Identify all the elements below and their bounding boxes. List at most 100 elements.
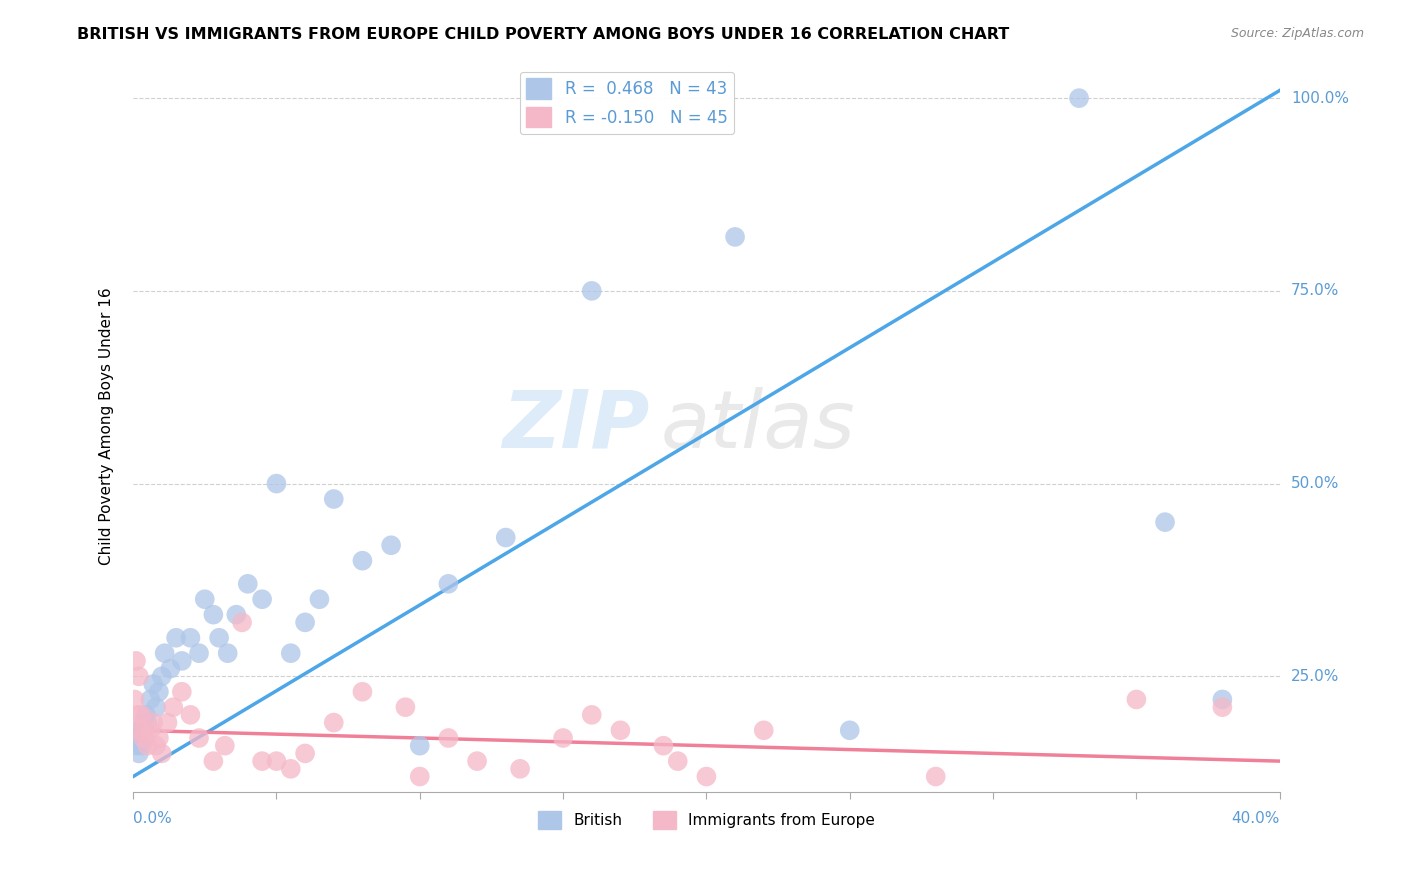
- Point: [581, 284, 603, 298]
- Point: [131, 707, 153, 722]
- Point: [214, 739, 236, 753]
- Point: [838, 723, 860, 738]
- Point: [1067, 91, 1090, 105]
- Point: [838, 815, 860, 830]
- Point: [322, 715, 344, 730]
- Point: [217, 646, 239, 660]
- Point: [162, 700, 184, 714]
- Point: [179, 631, 201, 645]
- Point: [136, 715, 159, 730]
- Point: [551, 731, 574, 745]
- Point: [202, 754, 225, 768]
- Point: [136, 739, 159, 753]
- Point: [509, 762, 531, 776]
- Point: [250, 592, 273, 607]
- Point: [465, 754, 488, 768]
- Point: [135, 707, 157, 722]
- Point: [581, 707, 603, 722]
- Point: [188, 646, 211, 660]
- Point: [352, 684, 374, 698]
- Point: [1154, 515, 1177, 529]
- Text: ZIP: ZIP: [502, 387, 650, 465]
- Point: [125, 739, 148, 753]
- Point: [437, 577, 460, 591]
- Point: [188, 731, 211, 745]
- Point: [225, 607, 247, 622]
- Point: [495, 531, 517, 545]
- Point: [129, 723, 152, 738]
- Point: [208, 631, 231, 645]
- Y-axis label: Child Poverty Among Boys Under 16: Child Poverty Among Boys Under 16: [100, 287, 114, 565]
- Text: 0.0%: 0.0%: [134, 811, 172, 826]
- Point: [131, 739, 153, 753]
- Point: [139, 692, 162, 706]
- Point: [153, 646, 176, 660]
- Point: [380, 538, 402, 552]
- Point: [159, 662, 181, 676]
- Point: [294, 747, 316, 761]
- Legend: British, Immigrants from Europe: British, Immigrants from Europe: [531, 805, 882, 836]
- Point: [724, 230, 747, 244]
- Point: [308, 592, 330, 607]
- Point: [1125, 692, 1147, 706]
- Point: [294, 615, 316, 630]
- Point: [179, 707, 201, 722]
- Point: [165, 631, 187, 645]
- Point: [132, 715, 155, 730]
- Point: [127, 731, 149, 745]
- Point: [925, 770, 948, 784]
- Point: [142, 715, 165, 730]
- Point: [202, 607, 225, 622]
- Point: [652, 739, 675, 753]
- Point: [150, 669, 173, 683]
- Text: 100.0%: 100.0%: [1291, 91, 1348, 105]
- Point: [129, 723, 152, 738]
- Point: [250, 754, 273, 768]
- Point: [322, 491, 344, 506]
- Text: 25.0%: 25.0%: [1291, 669, 1339, 684]
- Point: [981, 823, 1004, 838]
- Point: [266, 476, 288, 491]
- Point: [409, 770, 432, 784]
- Point: [134, 723, 156, 738]
- Point: [125, 654, 148, 668]
- Point: [127, 707, 149, 722]
- Point: [266, 754, 288, 768]
- Point: [142, 677, 165, 691]
- Text: BRITISH VS IMMIGRANTS FROM EUROPE CHILD POVERTY AMONG BOYS UNDER 16 CORRELATION : BRITISH VS IMMIGRANTS FROM EUROPE CHILD …: [77, 27, 1010, 42]
- Point: [150, 747, 173, 761]
- Point: [170, 654, 193, 668]
- Point: [666, 754, 689, 768]
- Point: [139, 723, 162, 738]
- Point: [134, 731, 156, 745]
- Point: [394, 700, 416, 714]
- Point: [128, 669, 150, 683]
- Point: [145, 739, 167, 753]
- Point: [352, 554, 374, 568]
- Point: [145, 700, 167, 714]
- Point: [148, 684, 170, 698]
- Point: [695, 770, 717, 784]
- Text: 50.0%: 50.0%: [1291, 476, 1339, 491]
- Point: [148, 731, 170, 745]
- Point: [280, 646, 302, 660]
- Point: [409, 739, 432, 753]
- Point: [128, 747, 150, 761]
- Text: atlas: atlas: [661, 387, 855, 465]
- Point: [194, 592, 217, 607]
- Point: [752, 723, 775, 738]
- Point: [437, 731, 460, 745]
- Point: [609, 723, 631, 738]
- Text: Source: ZipAtlas.com: Source: ZipAtlas.com: [1230, 27, 1364, 40]
- Point: [280, 762, 302, 776]
- Point: [1211, 692, 1233, 706]
- Point: [124, 692, 146, 706]
- Point: [170, 684, 193, 698]
- Text: 40.0%: 40.0%: [1232, 811, 1279, 826]
- Point: [231, 615, 253, 630]
- Point: [156, 715, 179, 730]
- Text: 75.0%: 75.0%: [1291, 284, 1339, 298]
- Point: [132, 731, 155, 745]
- Point: [236, 577, 259, 591]
- Point: [1211, 700, 1233, 714]
